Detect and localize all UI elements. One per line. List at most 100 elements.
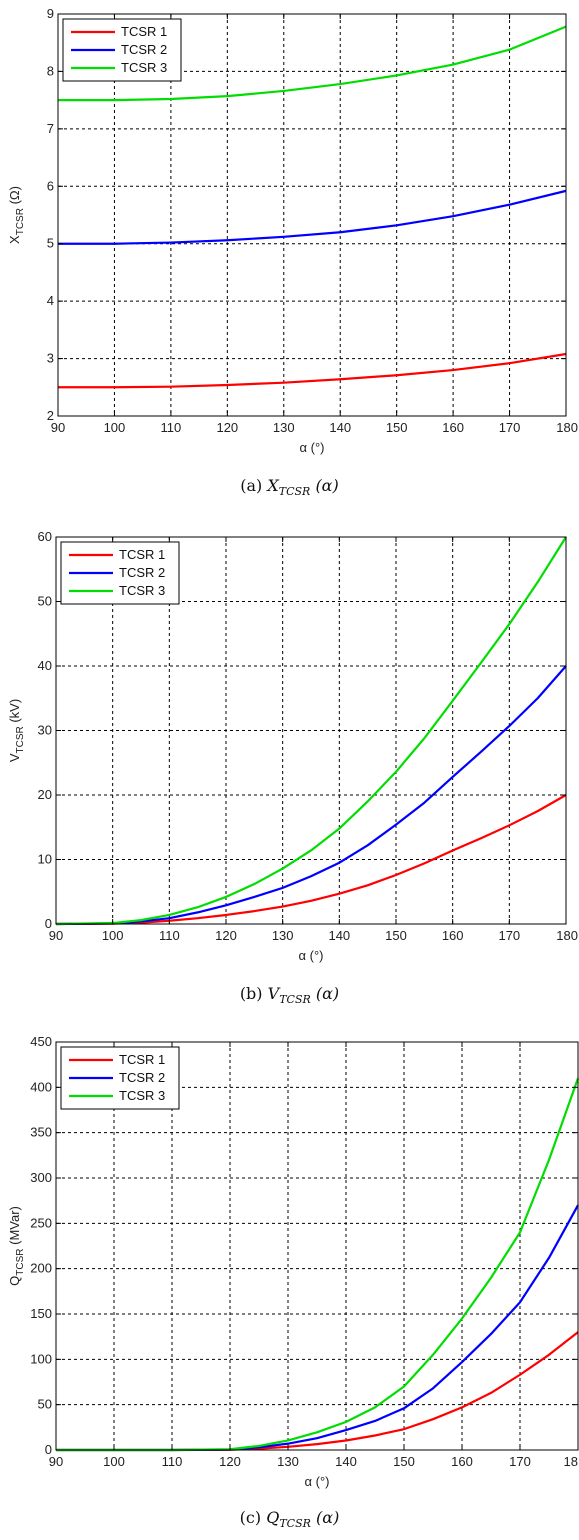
y-axis-label: QTCSR (MVar): [7, 1206, 26, 1286]
x-tick-label: 150: [386, 420, 408, 435]
y-axis-label: VTCSR (kV): [7, 699, 26, 762]
series-line-3: [58, 25, 567, 102]
y-tick-label: 40: [38, 658, 52, 673]
series-line-1: [55, 794, 567, 926]
x-tick-label: 160: [442, 420, 464, 435]
legend: TCSR 1 TCSR 2 TCSR 3: [62, 18, 182, 82]
caption-variable: X: [267, 476, 279, 495]
y-tick-label: 0: [45, 916, 52, 931]
x-axis-label: α (°): [300, 440, 325, 455]
x-tick-label: 160: [442, 928, 464, 943]
x-tick-label: 170: [509, 1454, 531, 1469]
caption-argument: (α): [316, 1508, 340, 1527]
x-axis-label: α (°): [305, 1474, 330, 1489]
x-tick-label: 170: [498, 928, 520, 943]
caption-argument: (α): [315, 984, 340, 1003]
y-tick-label: 450: [30, 1034, 52, 1049]
y-axis-label-main: Q: [7, 1276, 22, 1286]
y-tick-label: 5: [47, 236, 54, 251]
chart-panel-x-tcsr: 90 100 110 120 130 140 150 160 170 180 2 3 4 5 6 7 8 9 α (…: [0, 0, 579, 520]
legend-label-1: TCSR 1: [121, 24, 167, 39]
caption-argument: (α): [315, 476, 339, 495]
grid: [56, 1042, 578, 1450]
chart-q-tcsr: 90 100 110 120 130 140 150 160 170 18050100150200…: [7, 1034, 579, 1489]
caption-prefix: (c): [239, 1508, 262, 1527]
y-tick-label: 8: [47, 63, 54, 78]
y-tick-label: 10: [38, 852, 52, 867]
series-line-2: [58, 189, 567, 245]
y-tick-label: 350: [30, 1125, 52, 1140]
y-tick-label: 30: [38, 723, 52, 738]
caption-prefix: (b): [239, 984, 263, 1003]
x-tick-label: 100: [102, 928, 124, 943]
x-tick-label: 130: [277, 1454, 299, 1469]
y-tick-label: 2: [47, 408, 54, 423]
legend-label-3: TCSR 3: [121, 60, 167, 75]
y-axis-label: XTCSR (Ω): [7, 186, 26, 244]
x-tick-label: 180: [556, 928, 578, 943]
axes-frame: [55, 1041, 579, 1451]
x-tick-label: 170: [499, 420, 521, 435]
x-tick-label: 90: [49, 928, 63, 943]
plot-area: [56, 1042, 578, 1450]
legend-label-1: TCSR 1: [119, 547, 165, 562]
y-tick-label: 9: [47, 6, 54, 21]
series-line-3: [55, 536, 567, 926]
x-tick-label: 120: [215, 928, 237, 943]
caption-prefix: (a): [240, 476, 263, 495]
y-tick-label: 100: [30, 1351, 52, 1366]
chart-x-tcsr: 90 100 110 120 130 140 150 160 170 180 2 3 4 5 6 7 8 9 α (…: [7, 6, 578, 455]
y-axis-label-subscript: TCSR: [15, 726, 26, 753]
x-tick-label: 110: [161, 420, 182, 435]
legend-label-3: TCSR 3: [119, 1088, 165, 1103]
y-tick-label: 300: [30, 1170, 52, 1185]
x-tick-label: 90: [49, 1454, 63, 1469]
chart-caption: (a) XTCSR (α): [0, 476, 579, 498]
series-line-1: [58, 352, 567, 389]
chart-caption: (c) QTCSR (α): [0, 1508, 579, 1530]
legend-label-2: TCSR 2: [121, 42, 167, 57]
series-line-2: [55, 665, 567, 926]
axes-frame: [57, 13, 567, 417]
x-tick-label: 120: [219, 1454, 241, 1469]
x-tick-label: 110: [162, 1454, 183, 1469]
y-axis-label-subscript: TCSR: [15, 1249, 26, 1276]
legend-label-2: TCSR 2: [119, 565, 165, 580]
y-axis-label-main: X: [7, 235, 22, 244]
y-tick-label: 400: [30, 1079, 52, 1094]
y-axis-label-unit: (Ω): [7, 186, 22, 208]
y-tick-label: 0: [45, 1442, 52, 1457]
x-tick-label: 140: [335, 1454, 357, 1469]
y-tick-label: 250: [30, 1215, 52, 1230]
y-tick-label: 60: [38, 529, 52, 544]
x-tick-label: 110: [159, 928, 180, 943]
y-tick-label: 50: [38, 1397, 52, 1412]
legend: TCSR 1 TCSR 2 TCSR 3: [60, 541, 180, 605]
y-axis-label-subscript: TCSR: [15, 208, 26, 235]
y-tick-label: 7: [47, 121, 54, 136]
chart-caption: (b) VTCSR (α): [0, 984, 579, 1006]
y-axis-label-unit: (MVar): [7, 1206, 22, 1248]
chart-panel-q-tcsr: 90 100 110 120 130 140 150 160 170 18 0 50 100 150 200…: [0, 1030, 579, 1540]
y-axis-label-main: V: [7, 753, 22, 762]
y-tick-label: 4: [47, 293, 54, 308]
x-tick-label: 100: [104, 420, 126, 435]
x-tick-label: 150: [385, 928, 407, 943]
x-tick-label: 90: [51, 420, 65, 435]
x-tick-label: 180: [556, 420, 578, 435]
x-tick-label: 140: [328, 928, 350, 943]
x-tick-label: 140: [329, 420, 351, 435]
caption-variable: Q: [266, 1508, 280, 1527]
x-tick-label: 120: [216, 420, 238, 435]
x-axis-label: α (°): [299, 948, 324, 963]
caption-subscript: TCSR: [279, 1517, 311, 1531]
y-tick-label: 6: [47, 178, 54, 193]
caption-subscript: TCSR: [279, 993, 311, 1007]
x-tick-label: 160: [451, 1454, 473, 1469]
caption-subscript: TCSR: [278, 485, 311, 499]
y-axis-label-unit: (kV): [7, 699, 22, 726]
x-tick-label: 18: [564, 1454, 578, 1469]
caption-variable: V: [267, 984, 280, 1003]
legend-label-2: TCSR 2: [119, 1070, 165, 1085]
chart-v-tcsr: 90 100 110 120 130 140 150 160 170 180 0 10 20 30 40 50…: [7, 529, 578, 963]
